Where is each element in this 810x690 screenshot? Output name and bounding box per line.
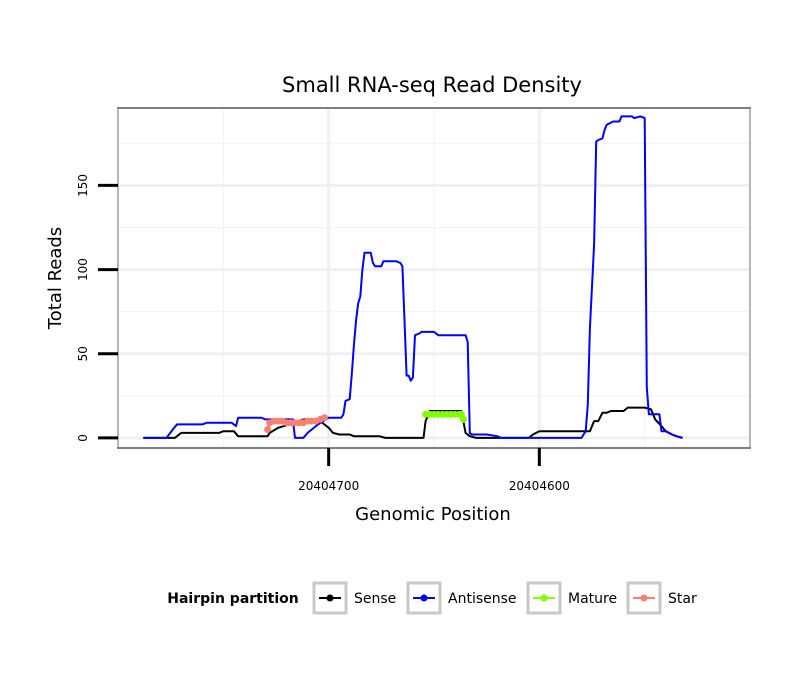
- legend-title: Hairpin partition: [167, 591, 298, 607]
- series-line-antisense: [143, 115, 683, 439]
- legend-label-antisense: Antisense: [448, 591, 517, 607]
- data-point-mature: [459, 415, 467, 423]
- legend-key-point: [640, 594, 648, 602]
- x-tick-label: 20404600: [509, 479, 570, 493]
- y-axis-title: Total Reads: [45, 227, 66, 330]
- data-point-star: [320, 414, 328, 422]
- legend: Hairpin partition Sense Antisense Mature St…: [167, 581, 697, 615]
- legend-key-point: [540, 594, 548, 602]
- axis-ticks: 0 50 100 150 20404700 20404600: [76, 174, 570, 493]
- chart-title: Small RNA-seq Read Density: [282, 73, 582, 97]
- x-tick-label: 20404700: [298, 479, 359, 493]
- legend-key-point: [420, 594, 428, 602]
- legend-label-sense: Sense: [354, 591, 396, 607]
- legend-label-mature: Mature: [568, 591, 617, 607]
- y-tick-label: 0: [76, 434, 90, 442]
- x-axis-title: Genomic Position: [355, 504, 511, 525]
- data-point-star: [264, 425, 272, 433]
- y-tick-label: 50: [76, 346, 90, 361]
- legend-item-mature: Mature: [526, 581, 617, 615]
- y-tick-label: 150: [76, 174, 90, 197]
- legend-label-star: Star: [668, 591, 697, 607]
- series-layer: [143, 115, 683, 439]
- legend-item-star: Star: [626, 581, 697, 615]
- y-tick-label: 100: [76, 258, 90, 281]
- legend-item-sense: Sense: [312, 581, 396, 615]
- legend-key-point: [326, 594, 334, 602]
- series-line-sense: [143, 406, 683, 439]
- legend-item-antisense: Antisense: [406, 581, 517, 615]
- gridlines: [117, 109, 751, 447]
